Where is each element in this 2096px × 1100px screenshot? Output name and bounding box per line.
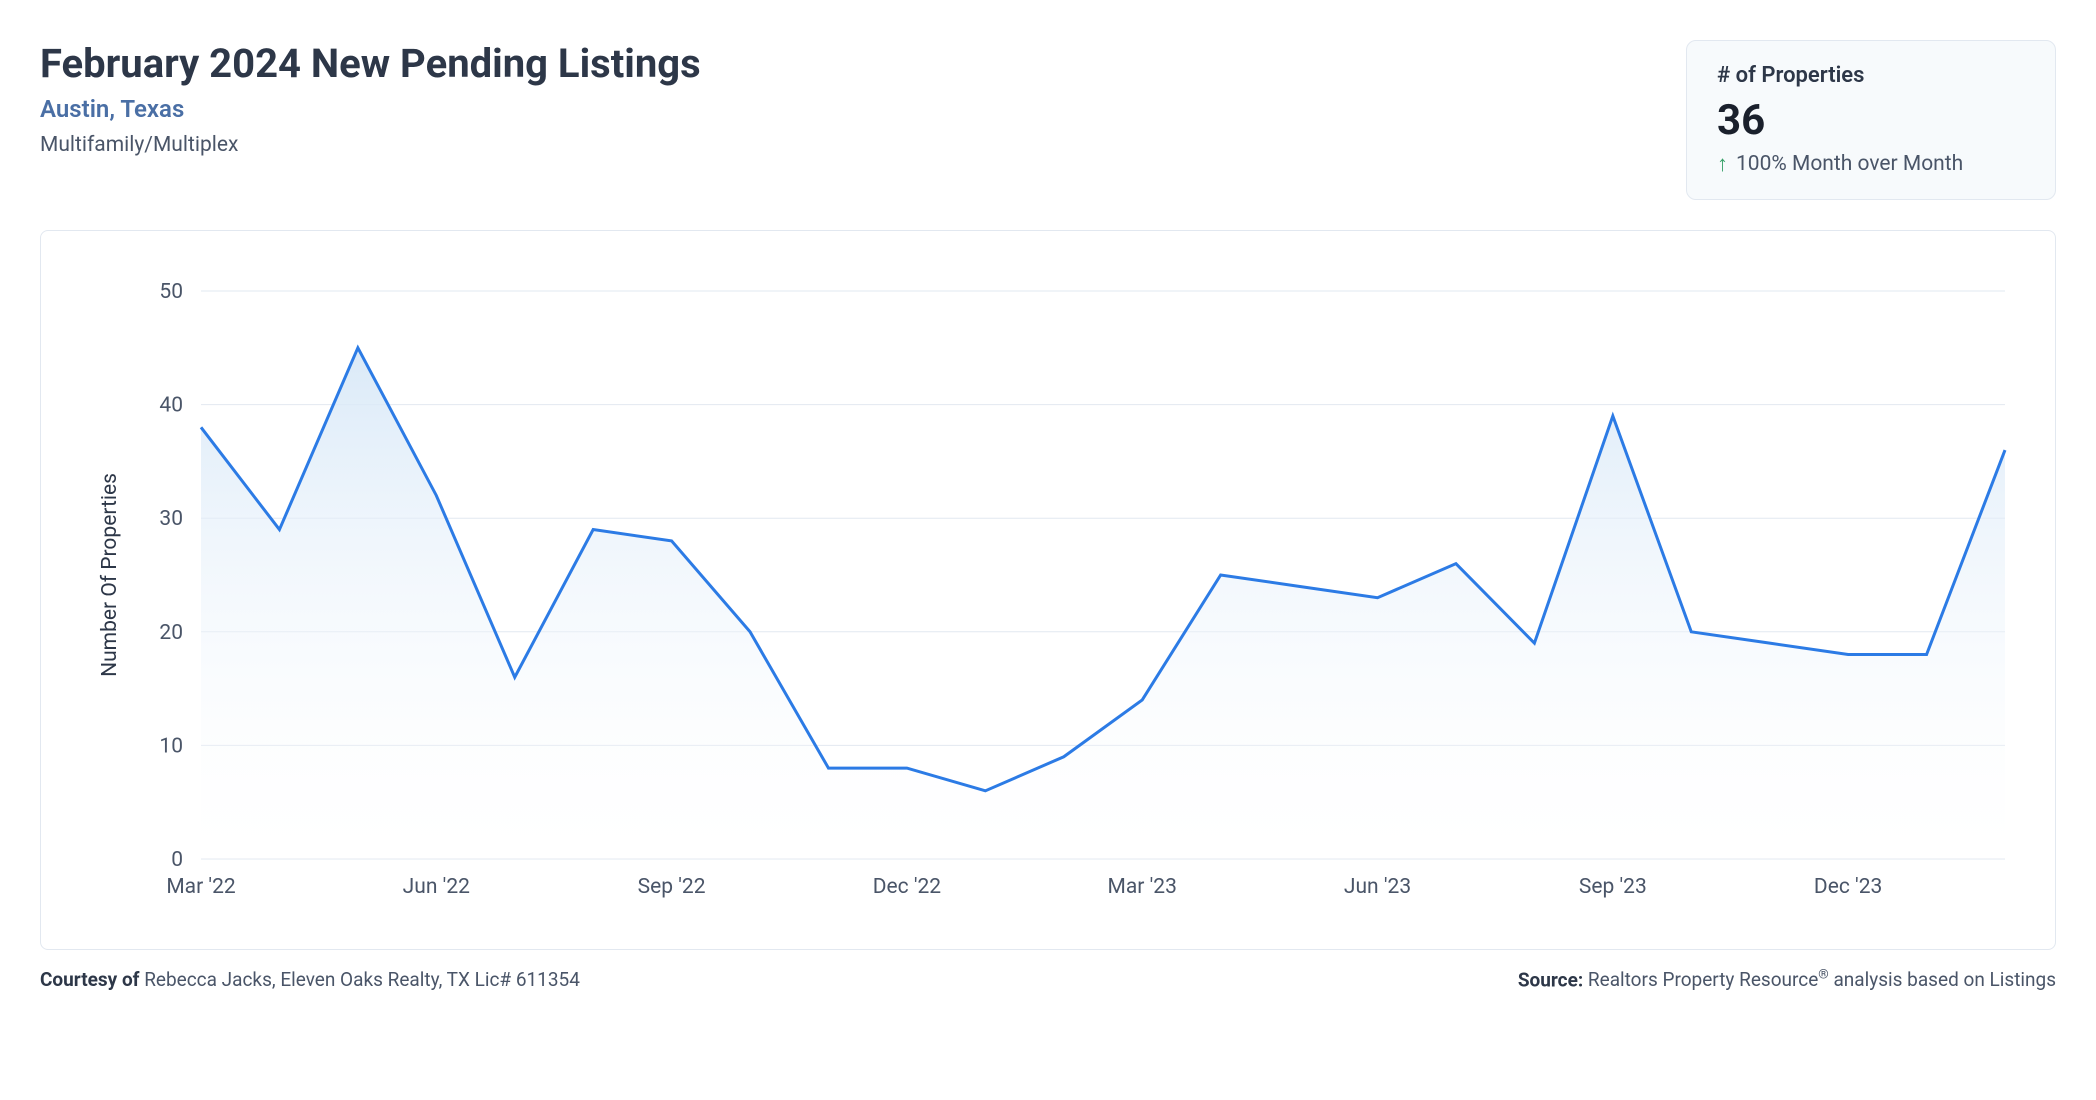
source-line: Source: Realtors Property Resource® anal… bbox=[1518, 968, 2056, 991]
stat-card-value: 36 bbox=[1717, 96, 2025, 145]
footer-row: Courtesy of Rebecca Jacks, Eleven Oaks R… bbox=[40, 968, 2056, 991]
courtesy-text: Rebecca Jacks, Eleven Oaks Realty, TX Li… bbox=[144, 968, 580, 991]
svg-text:10: 10 bbox=[159, 734, 183, 758]
courtesy-line: Courtesy of Rebecca Jacks, Eleven Oaks R… bbox=[40, 968, 580, 991]
source-label: Source: bbox=[1518, 968, 1583, 991]
stat-card-change: ↑ 100% Month over Month bbox=[1717, 151, 2025, 177]
page-title: February 2024 New Pending Listings bbox=[40, 40, 701, 87]
svg-text:Dec '23: Dec '23 bbox=[1814, 875, 1882, 899]
svg-text:30: 30 bbox=[159, 507, 183, 531]
svg-text:Number Of Properties: Number Of Properties bbox=[98, 473, 122, 677]
svg-text:40: 40 bbox=[159, 394, 183, 418]
svg-text:0: 0 bbox=[171, 848, 183, 872]
stat-card: # of Properties 36 ↑ 100% Month over Mon… bbox=[1686, 40, 2056, 200]
category-label: Multifamily/Multiplex bbox=[40, 133, 701, 157]
title-block: February 2024 New Pending Listings Austi… bbox=[40, 40, 701, 157]
svg-text:Mar '22: Mar '22 bbox=[166, 875, 236, 899]
svg-text:Sep '22: Sep '22 bbox=[638, 875, 706, 899]
header-row: February 2024 New Pending Listings Austi… bbox=[40, 40, 2056, 200]
svg-text:Jun '22: Jun '22 bbox=[403, 875, 470, 899]
svg-text:50: 50 bbox=[159, 280, 183, 304]
courtesy-label: Courtesy of bbox=[40, 968, 139, 991]
svg-text:Dec '22: Dec '22 bbox=[873, 875, 942, 899]
source-text: Realtors Property Resource® analysis bas… bbox=[1588, 968, 2056, 991]
svg-text:Sep '23: Sep '23 bbox=[1579, 875, 1647, 899]
svg-text:20: 20 bbox=[159, 621, 183, 645]
chart-container: 0 10 20 30 40 50 Number Of Properties Mar '22 Ju… bbox=[40, 230, 2056, 950]
stat-card-label: # of Properties bbox=[1717, 63, 2025, 88]
location-subtitle: Austin, Texas bbox=[40, 95, 701, 123]
svg-text:Jun '23: Jun '23 bbox=[1344, 875, 1411, 899]
pending-listings-chart: 0 10 20 30 40 50 Number Of Properties Mar '22 Ju… bbox=[71, 261, 2025, 919]
arrow-up-icon: ↑ bbox=[1717, 151, 1728, 177]
stat-change-text: 100% Month over Month bbox=[1736, 152, 1963, 176]
svg-text:Mar '23: Mar '23 bbox=[1108, 875, 1177, 899]
